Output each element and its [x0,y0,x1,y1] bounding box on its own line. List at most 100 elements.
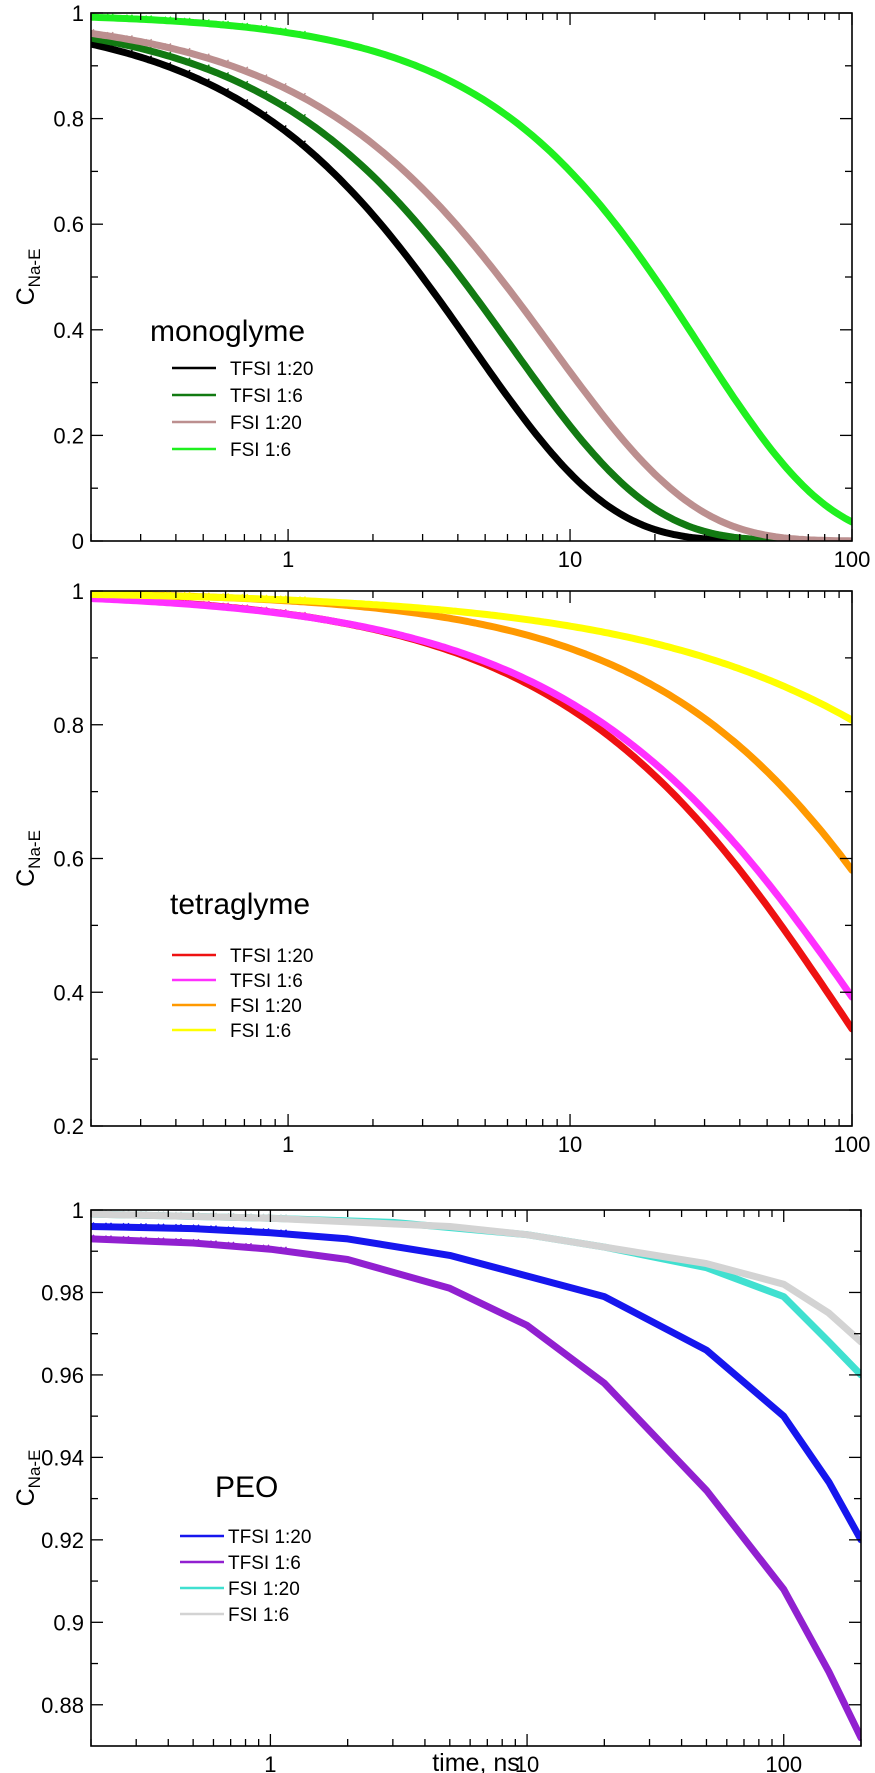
series-marker [280,1229,288,1237]
series-marker [202,64,210,72]
series-marker [202,601,210,609]
series-marker [241,66,249,74]
legend-label: FSI 1:6 [230,1021,291,1042]
series-marker [260,111,268,119]
series-marker [183,17,191,25]
x-tick-label: 1 [282,547,294,572]
series-marker [157,1211,165,1219]
series-marker [298,92,306,100]
series-marker [241,80,249,88]
series-line-tfsi-1-6 [91,34,852,541]
series-line-fsi-1-6 [91,591,852,724]
x-axis-title: time, ns [432,1749,520,1773]
y-axis-title: CNa-E [12,249,44,306]
series-marker [91,1221,95,1229]
series-marker [202,592,210,600]
plot-area [91,13,852,541]
panel-title: monoglyme [150,315,305,348]
series-marker [298,113,306,121]
series-marker [145,15,153,23]
series-marker [245,1242,253,1250]
series-marker [91,1234,95,1242]
series-marker [262,1227,270,1235]
series-marker [164,43,172,50]
x-tick-label: 1 [264,1752,276,1773]
series-marker [91,28,95,36]
legend-label: FSI 1:20 [228,1579,300,1600]
series-line-tfsi-1-6 [91,595,852,1001]
series-marker [125,591,133,598]
chart-panel-PEO: TFSI 1:20 TFSI 1:6 FSI 1:20 FSI 1:6 1 10 100 0.… [12,1198,862,1773]
series-marker [260,24,268,32]
series-marker [183,69,191,77]
legend-label: TFSI 1:6 [230,386,303,407]
series-marker [279,609,287,617]
series-marker [105,1222,112,1230]
series-marker [202,18,210,26]
series-marker [105,1235,112,1243]
series-marker [298,30,306,38]
series-marker [164,591,172,599]
series-marker [183,57,191,65]
y-tick-label: 1 [72,579,84,604]
legend-label: FSI 1:20 [230,413,302,434]
series-marker [298,140,306,148]
series-marker [183,47,191,55]
series-marker [279,101,287,109]
series-marker [145,55,153,63]
legend-label: FSI 1:6 [228,1605,289,1626]
series-marker [175,1211,182,1219]
series-marker [260,594,268,602]
series-marker [298,596,306,604]
legend-label: FSI 1:6 [230,440,291,461]
y-tick-label: 0.2 [53,423,84,448]
series-marker [145,591,153,599]
panel-title: PEO [215,1471,278,1504]
series-marker [175,1223,182,1231]
series-marker [210,1225,218,1233]
series-marker [140,1223,147,1231]
series-marker [280,1246,288,1254]
series-marker [262,1213,270,1221]
y-tick-label: 0.8 [53,107,84,132]
y-tick-label: 0.2 [53,1114,84,1139]
series-marker [106,31,114,39]
y-tick-label: 0.8 [53,713,84,738]
series-marker [192,1212,200,1220]
y-tick-label: 0.88 [41,1693,84,1718]
series-line-tfsi-1-20 [91,40,852,541]
series-marker [241,98,249,106]
legend-label: TFSI 1:6 [230,971,303,992]
series-marker [105,1210,112,1218]
series-line-tfsi-1-20 [91,594,852,1033]
series-marker [222,87,230,95]
series-line-fsi-1-20 [91,29,852,541]
x-tick-label: 1 [282,1132,294,1157]
series-marker [222,20,230,28]
plot-frame [90,1209,862,1747]
series-marker [241,22,249,30]
chart-panel-monoglyme: TFSI 1:20 TFSI 1:6 FSI 1:20 FSI 1:6 1 10 100 0 0… [12,1,870,572]
y-axis-title: CNa-E [12,1450,44,1507]
y-axis-title-main: C [12,1488,40,1506]
series-line-fsi-1-20 [91,591,852,874]
series-marker [145,46,153,54]
series-marker [122,1210,130,1218]
x-tick-label: 100 [765,1752,802,1773]
series-marker [122,1235,130,1243]
legend-label: TFSI 1:20 [230,359,313,380]
series-marker [279,595,287,603]
series-marker [125,35,133,43]
y-tick-label: 0 [72,529,84,554]
legend-label: FSI 1:20 [230,996,302,1017]
y-tick-label: 0.96 [41,1363,84,1388]
x-tick-label: 10 [558,1132,582,1157]
series-marker [106,13,114,21]
series-marker [245,1213,253,1221]
y-tick-label: 1 [72,1,84,26]
legend-label: TFSI 1:6 [228,1553,301,1574]
y-axis-title-subscript: Na-E [25,1450,44,1489]
plot-area [91,1210,861,1742]
series-marker [227,1241,235,1249]
series-marker [279,82,287,90]
